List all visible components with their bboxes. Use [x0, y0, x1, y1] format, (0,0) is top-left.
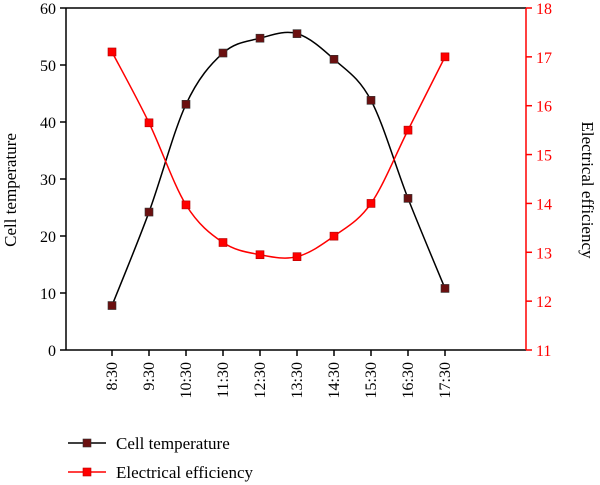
right-tick-label: 17 — [536, 50, 552, 67]
left-tick-label: 50 — [40, 58, 56, 75]
left-tick-label: 10 — [40, 286, 56, 303]
x-tick-label: 9:30 — [141, 362, 158, 390]
data-point-electrical-efficiency — [403, 125, 413, 135]
data-point-cell-temperature — [366, 96, 376, 105]
left-tick-label: 60 — [40, 1, 56, 18]
series-line-cell-temperature — [111, 31, 446, 306]
left-tick-label: 30 — [40, 172, 56, 189]
data-point-electrical-efficiency — [292, 252, 302, 261]
x-tick-label: 15:30 — [363, 362, 380, 398]
data-point-electrical-efficiency — [144, 118, 154, 128]
data-point-cell-temperature — [218, 48, 228, 58]
left-tick-label: 20 — [40, 229, 56, 246]
data-point-cell-temperature — [403, 194, 413, 203]
legend-marker-cell-temperature — [82, 438, 92, 448]
legend-label-electrical-efficiency: Electrical efficiency — [116, 463, 254, 482]
legend-item-electrical-efficiency: Electrical efficiency — [68, 463, 254, 482]
x-tick-label: 13:30 — [289, 362, 306, 398]
data-point-cell-temperature — [144, 207, 154, 217]
right-tick-label: 12 — [536, 294, 552, 311]
plot-frame — [65, 7, 527, 351]
data-point-cell-temperature — [107, 301, 117, 310]
data-point-cell-temperature — [440, 284, 450, 293]
data-point-electrical-efficiency — [440, 52, 450, 62]
data-point-electrical-efficiency — [255, 250, 265, 260]
right-tick-label: 13 — [536, 245, 552, 262]
x-tick-label: 14:30 — [326, 362, 343, 398]
x-tick-label: 12:30 — [252, 362, 269, 398]
x-tick-label: 11:30 — [215, 362, 232, 398]
series-line-electrical-efficiency — [111, 51, 446, 259]
left-tick-label: 0 — [48, 343, 56, 360]
right-tick-label: 15 — [536, 148, 552, 165]
legend-marker-electrical-efficiency — [82, 467, 92, 477]
left-axis-ticks: 0 10 20 30 40 50 60 — [40, 1, 66, 360]
data-point-electrical-efficiency — [181, 200, 191, 210]
x-tick-label: 17:30 — [437, 362, 454, 398]
left-tick-label: 40 — [40, 115, 56, 132]
x-axis-ticks: 8:30 9:30 10:30 11:30 12:30 13:30 14:30 15:30 16… — [104, 350, 454, 398]
legend: Cell temperature Electrical efficiency — [68, 434, 254, 482]
right-tick-label: 14 — [536, 196, 552, 213]
data-point-electrical-efficiency — [329, 231, 339, 241]
data-point-electrical-efficiency — [107, 47, 117, 57]
right-tick-label: 16 — [536, 99, 552, 116]
data-point-cell-temperature — [329, 54, 339, 64]
data-point-cell-temperature — [255, 33, 265, 43]
y-axis-label: Cell temperature — [1, 133, 20, 247]
legend-label-cell-temperature: Cell temperature — [116, 434, 230, 453]
y2-axis-label: Electrical efficiency — [578, 121, 597, 259]
legend-item-cell-temperature: Cell temperature — [68, 434, 230, 453]
data-point-electrical-efficiency — [218, 238, 228, 247]
x-tick-label: 8:30 — [104, 362, 121, 390]
data-point-cell-temperature — [292, 29, 302, 38]
data-point-cell-temperature — [181, 100, 191, 109]
right-axis-ticks: 11 12 13 14 15 16 17 18 — [526, 1, 552, 360]
right-tick-label: 11 — [536, 343, 551, 360]
right-tick-label: 18 — [536, 1, 552, 18]
series-layer — [107, 29, 450, 310]
x-tick-label: 10:30 — [178, 362, 195, 398]
data-point-electrical-efficiency — [366, 199, 376, 208]
x-tick-label: 16:30 — [400, 362, 417, 398]
